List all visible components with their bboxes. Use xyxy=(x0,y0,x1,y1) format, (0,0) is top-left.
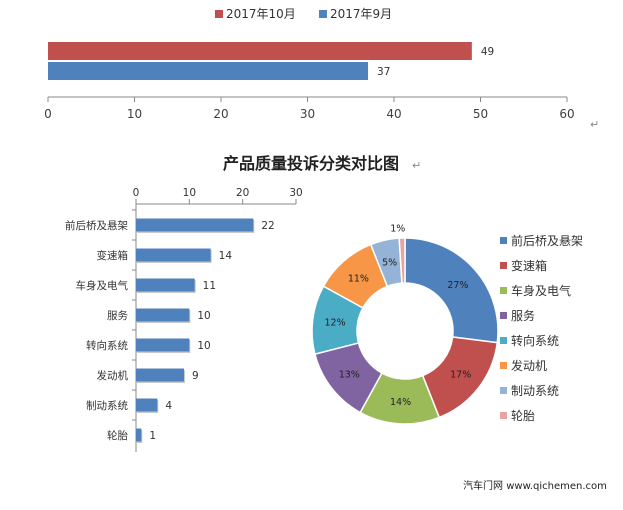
bar-value-3: 10 xyxy=(197,310,210,322)
category-label-6: 制动系统 xyxy=(86,399,128,412)
x-tick-label-0: 0 xyxy=(44,107,52,121)
donut-label-0: 27% xyxy=(447,280,468,291)
legend-swatch-5 xyxy=(500,362,507,369)
donut-slice-0 xyxy=(404,237,499,344)
legend-label-4: 转向系统 xyxy=(511,333,559,348)
bar-value-0: 22 xyxy=(261,220,274,232)
x-tick-label-3: 30 xyxy=(300,107,315,121)
x-tick-label-0: 0 xyxy=(133,187,140,199)
bar-1 xyxy=(48,62,369,80)
bar-4 xyxy=(136,338,190,352)
legend-swatch-4 xyxy=(500,337,507,344)
legend-swatch-1 xyxy=(319,10,327,18)
watermark-text: 汽车门网 www.qichemen.com xyxy=(463,479,607,492)
x-tick-label-2: 20 xyxy=(213,107,228,121)
donut-label-7: 1% xyxy=(390,224,405,235)
bar-value-2: 11 xyxy=(203,280,216,292)
category-label-7: 轮胎 xyxy=(107,429,128,442)
legend-swatch-6 xyxy=(500,387,507,394)
donut-label-1: 17% xyxy=(450,370,471,381)
category-label-0: 前后桥及悬架 xyxy=(65,219,128,232)
legend-swatch-0 xyxy=(215,10,223,18)
x-tick-label-1: 10 xyxy=(127,107,142,121)
legend-label-7: 轮胎 xyxy=(511,409,535,423)
x-tick-label-4: 40 xyxy=(386,107,401,121)
bar-3 xyxy=(136,308,190,322)
category-x-axis: 0 10 20 30 xyxy=(132,187,303,452)
legend-label-2: 车身及电气 xyxy=(511,283,571,298)
top-bars: 49 37 xyxy=(48,42,494,80)
donut-label-6: 5% xyxy=(382,258,397,269)
x-tick-label-3: 30 xyxy=(289,187,302,199)
legend-swatch-7 xyxy=(500,412,507,419)
legend-swatch-1 xyxy=(500,262,507,269)
category-label-3: 服务 xyxy=(107,309,128,322)
top-legend: 2017年10月 2017年9月 xyxy=(215,7,392,21)
bar-2 xyxy=(136,278,195,292)
bar-0 xyxy=(48,42,472,60)
bar-0 xyxy=(136,218,254,232)
donut-label-4: 12% xyxy=(324,318,345,329)
bar-5 xyxy=(136,368,184,382)
top-x-axis: 0 10 20 30 40 50 60 xyxy=(44,96,575,121)
donut-slices: 27% 17% 14% 13% 12% 11% 5% 1% xyxy=(311,224,499,425)
legend-swatch-2 xyxy=(500,287,507,294)
return-mark-2: ↵ xyxy=(412,159,421,172)
bar-label-0: 49 xyxy=(481,46,494,58)
legend-swatch-0 xyxy=(500,237,507,244)
donut-label-2: 14% xyxy=(390,397,411,408)
donut-label-3: 13% xyxy=(339,370,360,381)
legend-label-5: 发动机 xyxy=(511,358,547,373)
legend-label-1: 变速箱 xyxy=(511,258,547,273)
chart-title: 产品质量投诉分类对比图 xyxy=(223,154,399,173)
bar-value-4: 10 xyxy=(197,340,210,352)
bar-value-7: 1 xyxy=(149,430,156,442)
x-tick-label-1: 10 xyxy=(183,187,196,199)
monthly-total-bar-chart: 2017年10月 2017年9月 49 37 0 10 20 30 40 50 60 xyxy=(44,7,574,121)
category-label-2: 车身及电气 xyxy=(76,279,129,292)
donut-label-5: 11% xyxy=(348,274,369,285)
legend-swatch-3 xyxy=(500,312,507,319)
x-tick-label-2: 20 xyxy=(236,187,249,199)
bar-value-6: 4 xyxy=(165,400,172,412)
legend-label-0: 前后桥及悬架 xyxy=(511,233,583,248)
bar-7 xyxy=(136,428,142,442)
x-tick-label-6: 60 xyxy=(559,107,574,121)
bar-1 xyxy=(136,248,211,262)
bar-value-5: 9 xyxy=(192,370,199,382)
return-mark-1: ↵ xyxy=(590,118,599,131)
legend-label-1: 2017年9月 xyxy=(330,7,392,21)
category-label-1: 变速箱 xyxy=(97,249,129,262)
bar-value-1: 14 xyxy=(219,250,233,262)
legend-label-6: 制动系统 xyxy=(511,384,559,398)
bar-label-1: 37 xyxy=(377,66,390,78)
x-tick-label-5: 50 xyxy=(473,107,488,121)
category-label-4: 转向系统 xyxy=(86,339,128,352)
bar-6 xyxy=(136,398,158,412)
legend-label-3: 服务 xyxy=(511,308,535,323)
legend-label-0: 2017年10月 xyxy=(226,7,296,21)
donut-slice-7 xyxy=(398,237,406,284)
category-donut-chart: 27% 17% 14% 13% 12% 11% 5% 1% 前后桥及悬架变速箱车身及电气服务转… xyxy=(311,224,583,425)
category-bars: 前后桥及悬架 22 变速箱 14 车身及电气 11 服务 10 转向系统 10 发动机 9 制动系统 4 轮… xyxy=(65,218,275,443)
category-label-5: 发动机 xyxy=(97,369,129,382)
